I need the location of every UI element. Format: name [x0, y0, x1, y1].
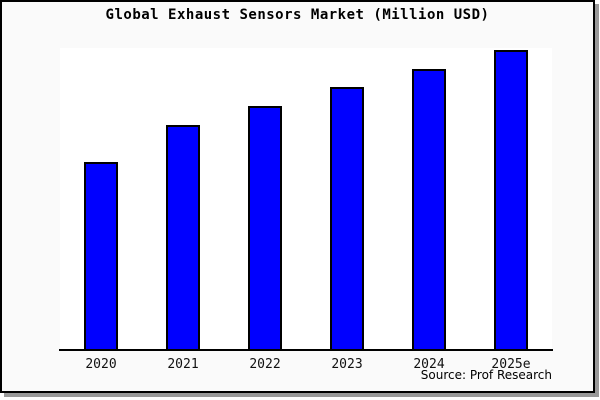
plot-area	[60, 48, 552, 351]
bar-2024	[412, 69, 446, 351]
x-tick-label-2021: 2021	[167, 357, 199, 372]
bar-2025e	[494, 50, 528, 351]
source-credit: Source: Prof Research	[420, 368, 552, 382]
x-tick-label-2025e: 2025e	[491, 357, 531, 372]
bar-2021	[166, 125, 200, 351]
chart-title: Global Exhaust Sensors Market (Million U…	[105, 7, 490, 23]
x-tick-label-2022: 2022	[249, 357, 281, 372]
bar-2022	[248, 106, 282, 351]
x-tick-label-2020: 2020	[85, 357, 117, 372]
x-tick-label-2024: 2024	[413, 357, 445, 372]
bar-2020	[84, 162, 118, 351]
x-tick-label-2023: 2023	[331, 357, 363, 372]
x-axis-line	[59, 349, 553, 351]
bar-2023	[330, 87, 364, 351]
